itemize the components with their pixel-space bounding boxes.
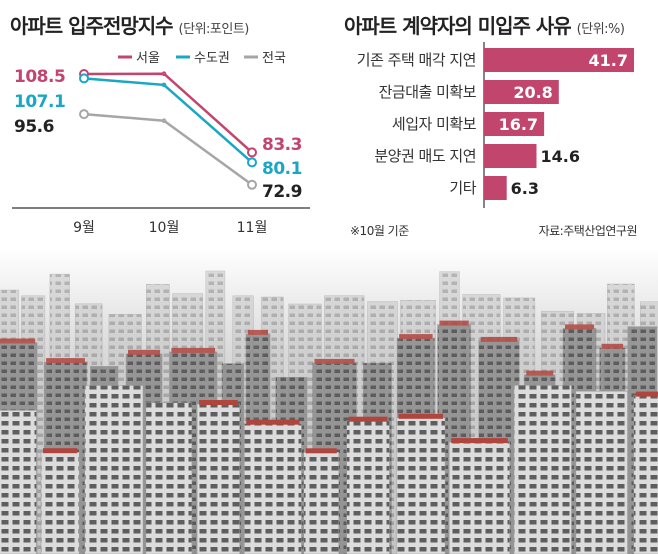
bar-category-label: 기타	[449, 179, 476, 197]
red-roof	[526, 370, 554, 376]
data-point	[247, 147, 257, 158]
bar-chart-unit: (단위:%)	[576, 22, 625, 37]
apartment-building	[346, 420, 390, 554]
apartment-building	[396, 417, 446, 554]
apartment-skyline-photo	[0, 248, 658, 554]
apartment-building	[448, 441, 511, 554]
line-chart-title: 아파트 입주전망지수 (단위:포인트)	[10, 10, 249, 39]
legend-label: 전국	[262, 51, 286, 66]
red-roof	[480, 336, 518, 342]
apartment-building	[303, 452, 340, 554]
legend-label: 서울	[136, 51, 160, 66]
apartment-building	[0, 410, 37, 554]
bar-value-label: 16.7	[499, 115, 538, 134]
apartment-building	[40, 451, 80, 554]
footnote: ※10월 기준	[350, 224, 409, 238]
red-roof	[635, 391, 658, 397]
line-chart-unit: (단위:포인트)	[178, 22, 250, 37]
apartment-building	[244, 423, 302, 554]
red-roof	[398, 413, 444, 419]
first-value-label: 108.5	[14, 67, 65, 87]
red-roof	[305, 448, 337, 454]
red-roof	[314, 358, 355, 364]
bar-value-label: 6.3	[511, 179, 539, 198]
last-value-label: 83.3	[262, 135, 302, 155]
red-roof	[451, 438, 508, 444]
bar	[484, 176, 507, 200]
apartment-building	[145, 402, 193, 554]
apartment-building	[633, 395, 658, 554]
bar-chart-title-text: 아파트 계약자의 미입주 사유	[344, 14, 572, 38]
first-value-label: 107.1	[14, 92, 65, 112]
bar-chart-title: 아파트 계약자의 미입주 사유 (단위:%)	[344, 10, 625, 39]
data-point	[79, 73, 89, 84]
x-tick-label: 11월	[237, 220, 268, 236]
bar	[484, 80, 559, 104]
red-roof	[565, 324, 595, 330]
data-point	[161, 118, 167, 123]
data-point	[79, 109, 89, 120]
red-roof	[399, 334, 433, 340]
red-roof	[171, 347, 216, 353]
bar	[484, 48, 634, 72]
red-roof	[348, 416, 388, 422]
bar-chart-panel: 아파트 계약자의 미입주 사유 (단위:%) 기존 주택 매각 지연 41.7 잔금…	[338, 0, 653, 250]
bar-category-label: 잔금대출 미확보	[379, 83, 477, 101]
bar	[484, 144, 537, 168]
line-chart: 9월 10월 11월 서울 수도권 전국 108.5 107.1 95.6 83.3 80.1 72.…	[12, 51, 310, 236]
data-point	[161, 71, 167, 76]
bar-value-label: 14.6	[541, 147, 580, 166]
red-roof	[248, 329, 269, 335]
data-point	[247, 157, 257, 168]
series-line	[83, 77, 253, 164]
bar-chart: 기존 주택 매각 지연 41.7 잔금대출 미확보 20.8 세입자 미확보 16.7 분양…	[357, 42, 634, 208]
data-point	[247, 179, 257, 190]
apartment-building	[513, 385, 572, 554]
line-chart-panel: 아파트 입주전망지수 (단위:포인트) 9월 10월 11월 서울 수도권 전국 108.5…	[0, 0, 325, 250]
red-roof	[0, 338, 36, 344]
last-value-label: 80.1	[262, 159, 302, 179]
bar-value-label: 20.8	[513, 83, 552, 102]
red-roof	[43, 448, 78, 454]
red-roof	[246, 419, 300, 425]
source-note: 자료:주택산업연구원	[538, 224, 638, 238]
series-line	[83, 112, 253, 186]
apartment-building	[84, 385, 144, 554]
last-value-label: 72.9	[262, 182, 302, 202]
red-roof	[601, 343, 624, 349]
red-roof	[199, 400, 238, 405]
bar-value-label: 41.7	[589, 51, 628, 70]
bar-category-label: 세입자 미확보	[392, 115, 477, 133]
red-roof	[439, 320, 469, 326]
line-chart-title-text: 아파트 입주전망지수	[10, 14, 174, 38]
red-roof	[128, 349, 161, 355]
x-tick-label: 10월	[149, 220, 180, 236]
bar-category-label: 분양권 매도 지연	[374, 147, 476, 165]
apartment-building	[196, 403, 240, 554]
bar	[484, 112, 545, 136]
legend-label: 수도권	[194, 51, 230, 66]
x-tick-label: 9월	[73, 220, 95, 236]
red-roof	[46, 358, 85, 364]
apartment-building	[575, 390, 628, 554]
data-point	[161, 82, 167, 88]
bar-category-label: 기존 주택 매각 지연	[357, 51, 476, 69]
first-value-label: 95.6	[14, 117, 54, 137]
